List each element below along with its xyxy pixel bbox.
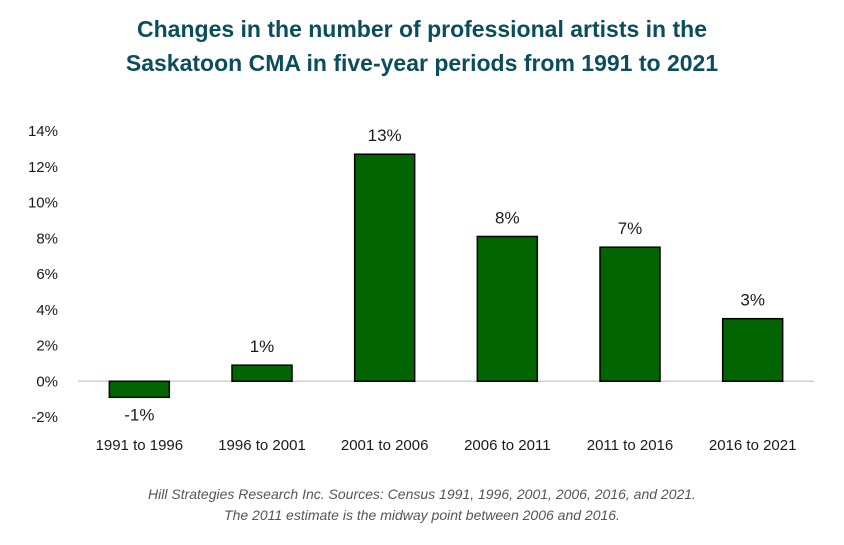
- data-label: 1%: [250, 337, 275, 356]
- y-tick-label: 10%: [28, 195, 58, 212]
- y-tick-label: 8%: [36, 230, 58, 247]
- x-category-label: 2016 to 2021: [709, 437, 797, 454]
- bar: [721, 317, 784, 382]
- source-note: Hill Strategies Research Inc. Sources: C…: [0, 484, 844, 526]
- bar: [353, 153, 416, 382]
- source-line-1: Hill Strategies Research Inc. Sources: C…: [148, 486, 696, 502]
- x-category-label: 2011 to 2016: [587, 437, 673, 454]
- y-tick-label: 4%: [36, 302, 58, 319]
- bar: [599, 246, 661, 382]
- bar: [108, 380, 171, 399]
- chart-title: Changes in the number of professional ar…: [0, 12, 844, 80]
- y-tick-label: 0%: [36, 373, 58, 390]
- chart-title-line-2: Saskatoon CMA in five-year periods from …: [125, 50, 719, 76]
- data-label: 13%: [368, 126, 402, 145]
- data-labels: -1% 1% 13% 8% 7% 3%: [124, 126, 765, 424]
- x-category-label: 2001 to 2006: [341, 437, 429, 454]
- chart-title-line-1: Changes in the number of professional ar…: [137, 16, 707, 42]
- y-tick-label: 2%: [36, 338, 58, 355]
- data-label: 8%: [495, 208, 520, 227]
- x-category-label: 1996 to 2001: [218, 437, 306, 454]
- bar: [476, 235, 539, 382]
- data-label: -1%: [124, 405, 154, 424]
- x-category-label: 2006 to 2011: [464, 437, 550, 454]
- data-label: 3%: [740, 291, 765, 310]
- y-axis: -2% 0% 2% 4% 6% 8% 10% 12% 14%: [28, 123, 58, 426]
- y-tick-label: -2%: [31, 409, 58, 426]
- bar-chart: -2% 0% 2% 4% 6% 8% 10% 12% 14% -1% 1% 13% 8% 7% 3% 19…: [28, 123, 814, 454]
- y-tick-label: 6%: [36, 266, 58, 283]
- bar: [231, 364, 293, 383]
- bar-series: [108, 153, 784, 399]
- data-label: 7%: [618, 219, 643, 238]
- x-category-label: 1991 to 1996: [96, 437, 184, 454]
- y-tick-label: 14%: [28, 123, 58, 140]
- y-tick-label: 12%: [28, 159, 58, 176]
- x-axis: 1991 to 1996 1996 to 2001 2001 to 2006 2006…: [96, 437, 797, 454]
- source-line-2: The 2011 estimate is the midway point be…: [224, 507, 620, 523]
